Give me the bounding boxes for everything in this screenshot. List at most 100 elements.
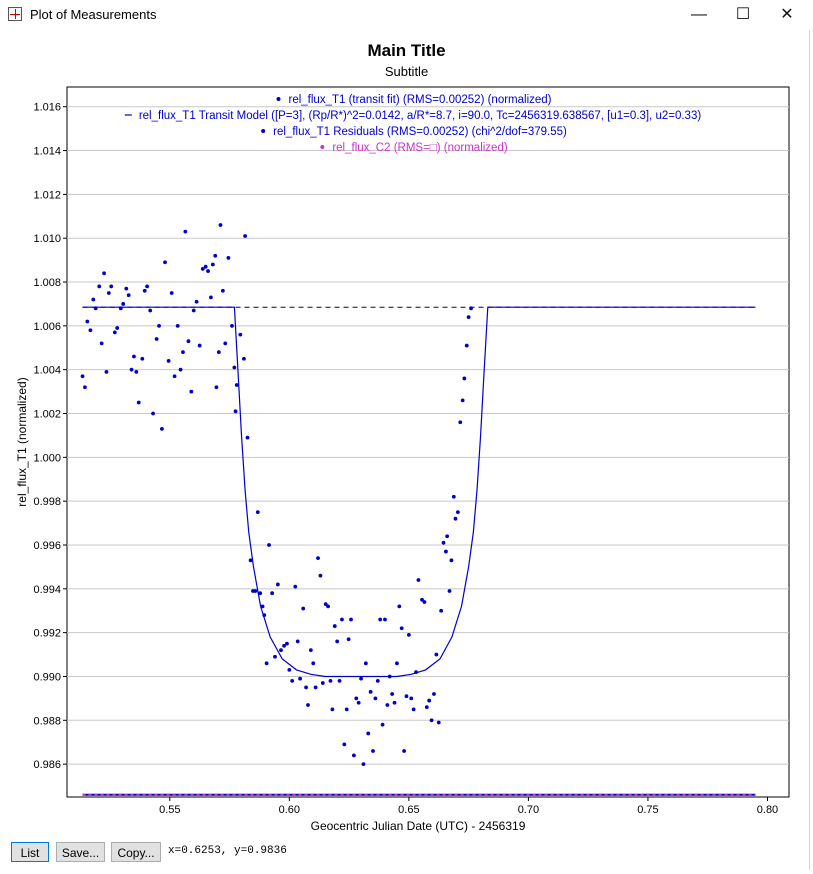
data-point: [337, 678, 342, 683]
data-point: [402, 749, 406, 753]
x-axis-label: Geocentric Julian Date (UTC) - 2456319: [311, 819, 526, 833]
data-point: [451, 494, 456, 499]
chart-subtitle: Subtitle: [384, 64, 429, 79]
data-point: [368, 689, 373, 694]
data-point: [306, 703, 310, 707]
data-point: [157, 323, 161, 328]
data-point: [148, 308, 153, 313]
maximize-button[interactable]: ☐: [735, 6, 751, 23]
data-point: [172, 374, 177, 379]
data-point: [316, 556, 320, 561]
data-point: [112, 330, 117, 335]
data-point: [194, 299, 199, 304]
data-point: [169, 291, 174, 295]
data-point: [323, 602, 328, 607]
x-tick-label: 0.55: [159, 804, 180, 816]
data-point: [83, 385, 87, 390]
minimize-button[interactable]: —: [691, 6, 707, 23]
data-point: [444, 549, 448, 554]
data-point: [206, 269, 210, 273]
data-point: [258, 591, 263, 596]
data-point: [420, 597, 424, 602]
data-point: [373, 696, 378, 701]
data-point: [253, 589, 258, 593]
legend-marker-dot: [276, 97, 281, 101]
data-point: [422, 600, 427, 604]
legend-label: rel_flux_T1 Residuals (RMS=0.00252) (chi…: [273, 126, 567, 138]
data-point: [469, 306, 473, 311]
data-point: [262, 613, 267, 618]
data-point: [203, 264, 208, 269]
data-point: [441, 540, 446, 545]
data-point: [342, 742, 347, 747]
data-point: [464, 343, 469, 348]
data-point: [118, 306, 123, 311]
data-point: [458, 420, 463, 425]
data-point: [371, 749, 375, 753]
data-point: [104, 369, 109, 374]
y-tick-label: 0.998: [33, 496, 61, 508]
data-point: [230, 323, 234, 328]
data-point: [432, 692, 436, 696]
data-point: [140, 356, 145, 361]
data-point: [191, 308, 196, 313]
data-point: [248, 558, 253, 563]
data-point: [275, 582, 280, 587]
data-point: [183, 229, 188, 234]
data-point: [414, 670, 418, 674]
data-point: [151, 411, 155, 416]
window-frame-edge: [809, 30, 810, 870]
data-point: [166, 359, 171, 363]
data-point: [214, 385, 219, 390]
save-button[interactable]: Save...: [56, 842, 105, 862]
data-point: [359, 676, 363, 681]
data-point: [351, 753, 356, 758]
copy-button[interactable]: Copy...: [111, 842, 161, 862]
data-point: [409, 696, 414, 701]
bottom-toolbar: List Save... Copy... x=0.6253, y=0.9836: [0, 838, 813, 874]
data-point: [209, 295, 213, 300]
legend-label: rel_flux_T1 (transit fit) (RMS=0.00252) …: [289, 94, 552, 106]
data-point: [320, 681, 325, 685]
data-point: [460, 398, 465, 403]
data-point: [145, 284, 149, 289]
data-point: [232, 365, 237, 370]
data-point: [311, 661, 316, 666]
data-point: [121, 302, 126, 306]
close-button[interactable]: ✕: [780, 6, 794, 23]
data-point: [213, 253, 218, 258]
data-point: [447, 589, 452, 593]
data-point: [216, 350, 221, 355]
data-point: [85, 319, 90, 324]
data-point: [390, 692, 395, 696]
data-point: [124, 286, 129, 291]
data-point: [308, 648, 313, 653]
data-point: [106, 291, 111, 295]
y-tick-label: 0.988: [33, 715, 61, 727]
data-point: [356, 700, 361, 705]
data-point: [335, 639, 340, 644]
data-point: [399, 626, 404, 631]
data-point: [279, 648, 283, 653]
data-point: [346, 637, 351, 642]
data-point: [80, 374, 85, 379]
data-point: [245, 435, 250, 440]
y-tick-label: 1.014: [33, 146, 61, 158]
data-point: [102, 271, 106, 276]
data-point: [163, 260, 167, 265]
data-point: [285, 641, 289, 646]
y-tick-label: 1.008: [33, 277, 61, 289]
data-point: [366, 731, 371, 736]
x-tick-label: 0.70: [518, 804, 539, 816]
data-point: [97, 284, 102, 289]
data-point: [189, 389, 194, 394]
list-button[interactable]: List: [11, 842, 49, 862]
data-point: [380, 722, 385, 727]
data-point: [424, 705, 429, 710]
data-point: [392, 700, 397, 705]
data-point: [318, 573, 323, 578]
data-point: [223, 341, 228, 346]
data-point: [354, 696, 359, 701]
y-tick-label: 1.000: [33, 452, 61, 464]
